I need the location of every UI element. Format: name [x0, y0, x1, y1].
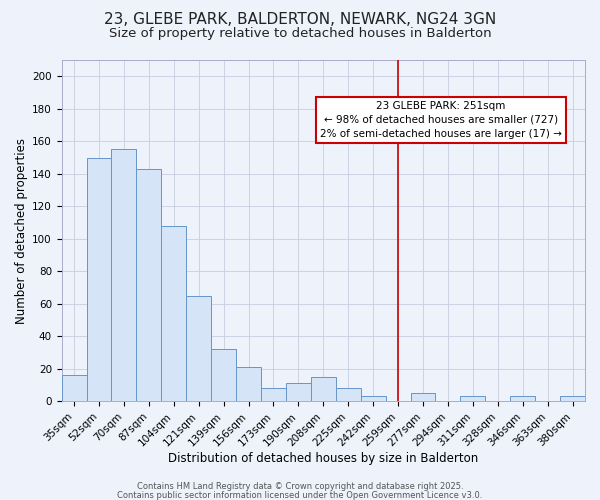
Bar — [361, 396, 386, 402]
Text: Size of property relative to detached houses in Balderton: Size of property relative to detached ho… — [109, 28, 491, 40]
Bar — [136, 169, 161, 402]
X-axis label: Distribution of detached houses by size in Balderton: Distribution of detached houses by size … — [168, 452, 478, 465]
Bar — [460, 396, 485, 402]
Bar — [161, 226, 186, 402]
Bar — [410, 393, 436, 402]
Bar — [336, 388, 361, 402]
Text: 23, GLEBE PARK, BALDERTON, NEWARK, NG24 3GN: 23, GLEBE PARK, BALDERTON, NEWARK, NG24 … — [104, 12, 496, 28]
Bar — [112, 150, 136, 402]
Bar — [286, 384, 311, 402]
Bar — [186, 296, 211, 402]
Bar — [236, 367, 261, 402]
Text: Contains HM Land Registry data © Crown copyright and database right 2025.: Contains HM Land Registry data © Crown c… — [137, 482, 463, 491]
Bar — [560, 396, 585, 402]
Bar — [211, 350, 236, 402]
Bar — [261, 388, 286, 402]
Bar — [62, 376, 86, 402]
Text: Contains public sector information licensed under the Open Government Licence v3: Contains public sector information licen… — [118, 490, 482, 500]
Bar — [311, 377, 336, 402]
Bar — [86, 158, 112, 402]
Bar — [510, 396, 535, 402]
Y-axis label: Number of detached properties: Number of detached properties — [15, 138, 28, 324]
Text: 23 GLEBE PARK: 251sqm
← 98% of detached houses are smaller (727)
2% of semi-deta: 23 GLEBE PARK: 251sqm ← 98% of detached … — [320, 101, 562, 139]
